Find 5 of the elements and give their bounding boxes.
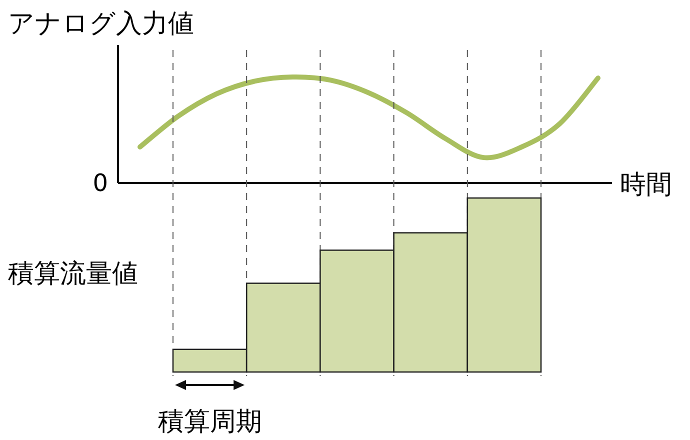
y-axis-title: アナログ入力値	[8, 9, 194, 39]
x-axis-title: 時間	[620, 170, 672, 200]
y-axis-title: 積算流量値	[8, 259, 138, 289]
text: 積算周期	[158, 407, 262, 437]
text: 0	[92, 169, 108, 197]
